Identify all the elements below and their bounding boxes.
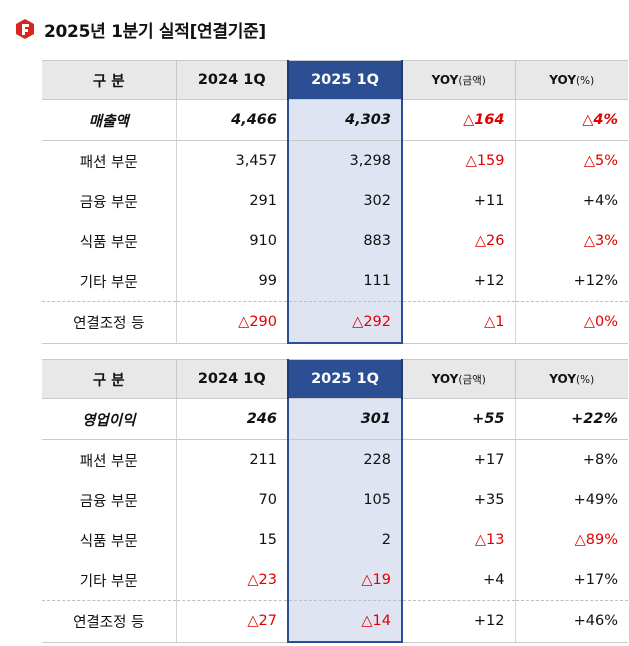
value-2024-1q: 4,466 [175, 99, 288, 141]
yoy-percent: +12% [514, 261, 628, 302]
value-2025-1q: 228 [287, 439, 403, 480]
yoy-percent: +4% [514, 181, 628, 221]
table-row: 연결조정 등 △290 △292 △1 △0% [42, 301, 628, 344]
header-yoy-label: YOY [431, 372, 459, 386]
header-yoy-label: YOY [431, 73, 459, 87]
table-row: 패션 부문 211 228 +17 +8% [42, 439, 628, 480]
value-2024-1q: 70 [175, 480, 288, 520]
yoy-percent: △5% [514, 140, 628, 181]
header-2024-1q: 2024 1Q [175, 60, 288, 100]
yoy-percent: +22% [514, 398, 628, 440]
header-yoy-label: YOY [549, 73, 577, 87]
operating-profit-table: 구 분 2024 1Q 2025 1Q YOY(금액) YOY(%) 영업이익 2… [42, 359, 628, 643]
value-2025-1q: △19 [287, 560, 403, 601]
page-title: 2025년 1분기 실적[연결기준] [14, 14, 266, 44]
yoy-percent: △3% [514, 221, 628, 261]
value-2024-1q: 211 [175, 439, 288, 480]
row-label: 매출액 [42, 99, 176, 141]
value-2024-1q: 15 [175, 520, 288, 560]
yoy-amount: +12 [401, 261, 515, 302]
header-yoy-amount: YOY(금액) [401, 60, 515, 100]
value-2024-1q: 3,457 [175, 140, 288, 181]
yoy-amount: +11 [401, 181, 515, 221]
value-2024-1q: 910 [175, 221, 288, 261]
yoy-percent: +8% [514, 439, 628, 480]
value-2024-1q: 246 [175, 398, 288, 440]
value-2025-1q: 883 [287, 221, 403, 261]
row-label: 영업이익 [42, 398, 176, 440]
table-row: 기타 부문 △23 △19 +4 +17% [42, 560, 628, 601]
yoy-percent: +49% [514, 480, 628, 520]
yoy-percent: +46% [514, 600, 628, 643]
header-yoy-sub: (%) [576, 374, 595, 386]
value-2025-1q: △292 [287, 301, 403, 344]
header-yoy-percent: YOY(%) [514, 359, 628, 399]
value-2025-1q: 4,303 [287, 99, 403, 141]
row-label: 식품 부문 [79, 533, 138, 550]
yoy-percent: +17% [514, 560, 628, 601]
total-row: 매출액 4,466 4,303 △164 △4% [42, 99, 628, 141]
value-2025-1q: 105 [287, 480, 403, 520]
row-label: 연결조정 등 [42, 600, 176, 643]
value-2024-1q: 291 [175, 181, 288, 221]
yoy-amount: +35 [401, 480, 515, 520]
header-category: 구 분 [42, 60, 176, 100]
yoy-percent: △89% [514, 520, 628, 560]
yoy-amount: △1 [401, 301, 515, 344]
total-row: 영업이익 246 301 +55 +22% [42, 398, 628, 440]
value-2024-1q: △27 [175, 600, 288, 643]
yoy-amount: +55 [401, 398, 515, 440]
yoy-amount: △164 [401, 99, 515, 141]
row-label: 연결조정 등 [42, 301, 176, 344]
title-text: 2025년 1분기 실적[연결기준] [44, 21, 266, 42]
table-row: 식품 부문 910 883 △26 △3% [42, 221, 628, 261]
table-row: 패션 부문 3,457 3,298 △159 △5% [42, 140, 628, 181]
table-row: 연결조정 등 △27 △14 +12 +46% [42, 600, 628, 643]
value-2025-1q: 301 [287, 398, 403, 440]
row-label: 금융 부문 [79, 493, 138, 510]
yoy-percent: △0% [514, 301, 628, 344]
yoy-amount: △13 [401, 520, 515, 560]
row-label: 기타 부문 [79, 274, 138, 291]
company-logo-icon [16, 19, 34, 39]
table-header: 구 분 2024 1Q 2025 1Q YOY(금액) YOY(%) [42, 60, 628, 100]
header-2025-1q: 2025 1Q [287, 60, 403, 100]
revenue-table: 구 분 2024 1Q 2025 1Q YOY(금액) YOY(%) 매출액 4,… [42, 60, 628, 344]
yoy-amount: +12 [401, 600, 515, 643]
header-2024-1q: 2024 1Q [175, 359, 288, 399]
header-yoy-percent: YOY(%) [514, 60, 628, 100]
row-label: 기타 부문 [79, 573, 138, 590]
table-row: 금융 부문 70 105 +35 +49% [42, 480, 628, 520]
value-2024-1q: △290 [175, 301, 288, 344]
value-2025-1q: 111 [287, 261, 403, 302]
table-row: 식품 부문 15 2 △13 △89% [42, 520, 628, 560]
row-label: 금융 부문 [79, 194, 138, 211]
value-2024-1q: △23 [175, 560, 288, 601]
header-2025-1q: 2025 1Q [287, 359, 403, 399]
table-row: 기타 부문 99 111 +12 +12% [42, 261, 628, 302]
header-yoy-label: YOY [549, 372, 577, 386]
yoy-amount: +4 [401, 560, 515, 601]
value-2025-1q: 302 [287, 181, 403, 221]
yoy-percent: △4% [514, 99, 628, 141]
value-2025-1q: 2 [287, 520, 403, 560]
row-label: 패션 부문 [79, 154, 138, 171]
table-row: 금융 부문 291 302 +11 +4% [42, 181, 628, 221]
yoy-amount: △26 [401, 221, 515, 261]
header-yoy-sub: (금액) [458, 374, 486, 386]
row-label: 패션 부문 [79, 453, 138, 470]
header-category: 구 분 [42, 359, 176, 399]
value-2024-1q: 99 [175, 261, 288, 302]
value-2025-1q: △14 [287, 600, 403, 643]
value-2025-1q: 3,298 [287, 140, 403, 181]
table-header: 구 분 2024 1Q 2025 1Q YOY(금액) YOY(%) [42, 359, 628, 399]
header-yoy-amount: YOY(금액) [401, 359, 515, 399]
yoy-amount: △159 [401, 140, 515, 181]
header-yoy-sub: (금액) [458, 75, 486, 87]
row-label: 식품 부문 [79, 234, 138, 251]
header-yoy-sub: (%) [576, 75, 595, 87]
yoy-amount: +17 [401, 439, 515, 480]
